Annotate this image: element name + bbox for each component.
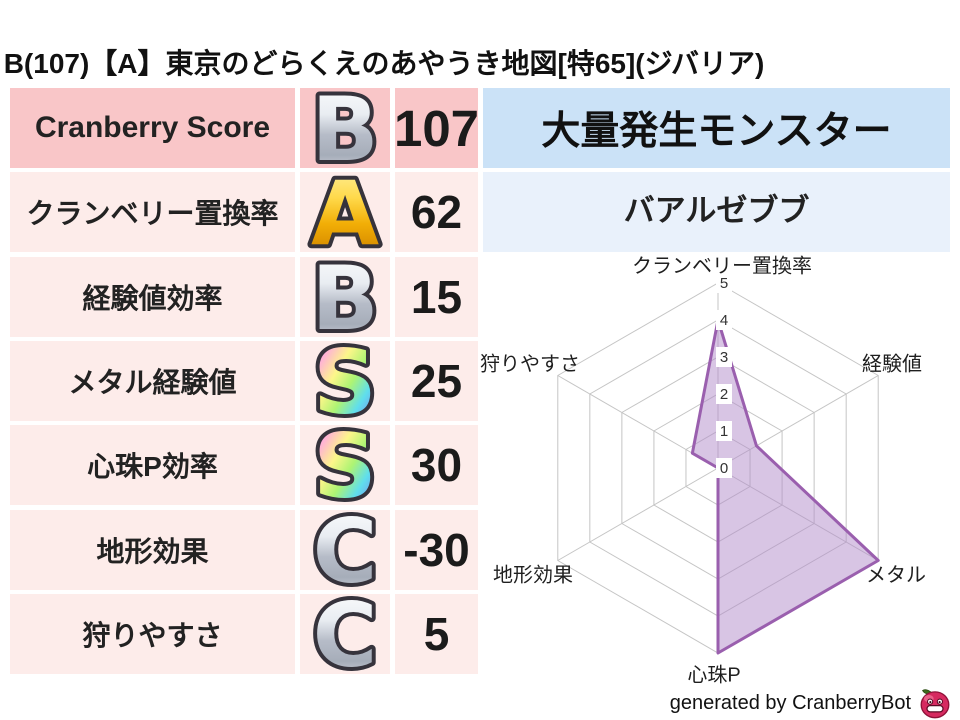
stat-value: 107	[394, 88, 479, 168]
stat-label: クランベリー置換率	[10, 172, 295, 252]
svg-text:S: S	[313, 415, 376, 518]
svg-text:1: 1	[720, 423, 728, 440]
grade-letter-icon: S	[309, 411, 380, 522]
svg-text:C: C	[313, 584, 378, 687]
stat-value: 30	[395, 425, 478, 505]
svg-text:A: A	[311, 162, 379, 265]
stat-label: 地形効果	[10, 510, 295, 590]
grade-badge: S	[300, 327, 390, 438]
stat-value: 62	[395, 172, 478, 252]
table-row: 心珠P効率 S 30	[10, 411, 478, 522]
svg-text:0: 0	[720, 460, 728, 477]
svg-text:S: S	[313, 331, 376, 434]
table-row: 狩りやすさ C 5	[10, 580, 478, 691]
stat-value: 15	[395, 257, 478, 337]
stat-value: 25	[395, 341, 478, 421]
svg-text:2: 2	[720, 386, 728, 403]
grade-badge: A	[300, 158, 390, 269]
stat-label: 狩りやすさ	[10, 594, 295, 674]
stat-label: 経験値効率	[10, 257, 295, 337]
radar-grid: 0 1 2 3 4 5	[557, 273, 880, 655]
stat-label: メタル経験値	[10, 341, 295, 421]
stat-label: Cranberry Score	[10, 88, 295, 168]
radar-axis-label: 心珠P	[687, 664, 741, 687]
grade-badge: B	[300, 243, 390, 354]
table-row: メタル経験値 S 25	[10, 327, 478, 438]
table-row: クランベリー置換率 A 62	[10, 158, 478, 269]
grade-badge: C	[300, 496, 390, 607]
grade-letter-icon: C	[309, 580, 382, 691]
credit-text: generated by CranberryBot	[669, 691, 911, 714]
radar-axis-label: 地形効果	[493, 564, 573, 587]
radar-axis-label: 狩りやすさ	[480, 353, 580, 376]
stat-label: 心珠P効率	[10, 425, 295, 505]
grade-letter-icon: B	[307, 243, 382, 354]
radar-axis-label: メタル	[866, 564, 926, 587]
table-row: 地形効果 C -30	[10, 496, 478, 607]
svg-text:B: B	[311, 78, 378, 181]
svg-text:3: 3	[720, 349, 728, 366]
grade-letter-icon: C	[309, 496, 382, 607]
table-row: Cranberry Score B 107	[10, 74, 479, 185]
radar-axis-label: 経験値	[862, 353, 922, 376]
stat-value: -30	[395, 510, 478, 590]
grade-letter-icon: B	[307, 74, 382, 185]
monster-panel-header: 大量発生モンスター	[483, 88, 950, 168]
grade-badge: B	[300, 74, 390, 185]
svg-text:5: 5	[720, 275, 728, 292]
radar-data-polygon	[690, 318, 880, 655]
grade-letter-icon: S	[309, 327, 380, 438]
footer-credit: generated by CranberryBot	[670, 686, 954, 720]
grade-badge: S	[300, 411, 390, 522]
cranberry-mascot-icon	[920, 689, 950, 719]
grade-badge: C	[300, 580, 390, 691]
page-title: B(107)【A】東京のどらくえのあやうき地図[特65](ジバリア)	[3, 48, 765, 79]
svg-text:4: 4	[720, 312, 728, 329]
grade-letter-icon: A	[307, 158, 383, 269]
radar-chart: 0 1 2 3 4 5 クランベリー置換率経験値メタル心珠P 地形効果 狩りやすさ	[480, 250, 960, 720]
table-row: 経験値効率 B 15	[10, 243, 478, 354]
svg-text:C: C	[313, 500, 378, 603]
radar-axis-label: クランベリー置換率	[632, 255, 812, 278]
svg-text:B: B	[311, 247, 378, 350]
stat-value: 5	[395, 594, 478, 674]
monster-name: バアルゼブブ	[483, 172, 950, 252]
